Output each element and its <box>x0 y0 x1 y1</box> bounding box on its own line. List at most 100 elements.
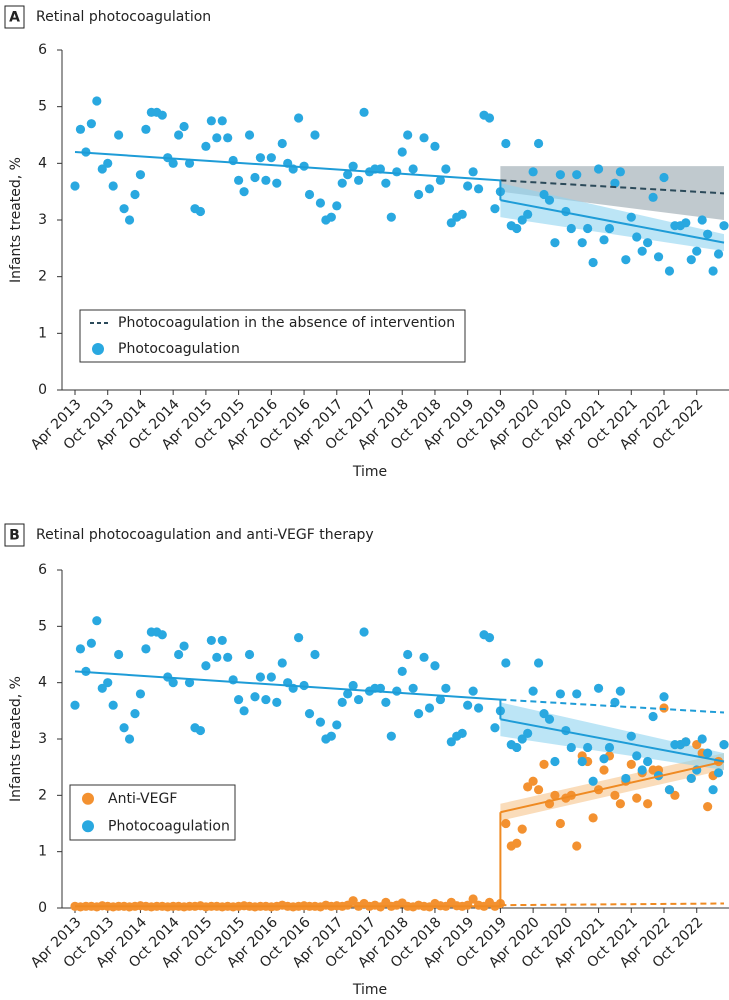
data-point <box>659 703 669 713</box>
data-point <box>157 110 167 120</box>
data-point <box>337 697 347 707</box>
data-point <box>217 116 227 126</box>
data-point <box>430 661 440 671</box>
data-point <box>664 785 675 795</box>
data-point <box>250 692 260 702</box>
panel-label: B <box>9 528 20 544</box>
data-point <box>659 692 669 702</box>
data-point <box>92 616 102 626</box>
data-point <box>550 756 560 767</box>
data-point <box>157 630 167 640</box>
confidence-band <box>500 183 724 252</box>
data-point <box>239 706 249 716</box>
data-point <box>70 700 80 710</box>
data-point <box>348 680 358 691</box>
data-point <box>588 776 598 786</box>
data-point <box>114 130 124 140</box>
data-point <box>588 813 598 823</box>
data-point <box>626 759 636 769</box>
trend-line <box>500 760 725 814</box>
data-point <box>533 785 544 795</box>
data-point <box>463 700 473 710</box>
data-point <box>332 720 342 730</box>
legend-label: Photocoagulation <box>108 818 230 834</box>
y-tick-label: 3 <box>38 212 47 228</box>
data-point <box>555 818 565 829</box>
y-tick-label: 6 <box>38 42 47 58</box>
y-tick-label: 3 <box>38 731 47 747</box>
data-point <box>353 694 364 705</box>
panel-label-box <box>4 523 25 547</box>
data-point <box>261 694 271 705</box>
data-point <box>566 223 576 234</box>
data-point <box>397 666 407 677</box>
data-point <box>632 232 642 242</box>
legend-box <box>69 784 236 841</box>
data-point <box>403 649 413 660</box>
data-point <box>277 138 287 149</box>
x-axis-label: Time <box>352 464 387 480</box>
data-point <box>397 147 407 157</box>
data-point <box>555 170 565 180</box>
data-point <box>272 697 282 707</box>
y-tick-label: 2 <box>38 787 47 803</box>
data-point <box>239 187 249 197</box>
data-point <box>103 158 113 168</box>
data-point <box>648 711 658 722</box>
data-point <box>108 700 118 710</box>
legend-swatch <box>82 792 94 805</box>
panel-label-box <box>4 5 25 29</box>
data-point <box>141 124 151 134</box>
data-point <box>599 754 609 764</box>
data-point <box>124 215 135 225</box>
panel-label: A <box>9 10 20 26</box>
data-point <box>381 178 391 188</box>
data-point <box>343 689 353 699</box>
points <box>70 96 729 276</box>
data-point <box>615 799 625 809</box>
data-point <box>512 742 522 753</box>
data-point <box>626 212 636 222</box>
data-point <box>304 189 315 200</box>
data-point <box>326 212 336 222</box>
data-point <box>490 723 500 733</box>
data-point <box>86 638 96 648</box>
data-point <box>435 175 446 185</box>
data-point <box>528 686 538 696</box>
data-point <box>490 204 500 214</box>
data-point <box>135 689 146 699</box>
data-point <box>643 799 653 809</box>
data-point <box>621 773 631 784</box>
counterfactual-line <box>500 179 725 195</box>
data-point <box>457 728 467 738</box>
data-point <box>212 133 222 143</box>
data-point <box>583 742 593 753</box>
data-point <box>310 649 320 660</box>
data-point <box>517 824 527 834</box>
data-point <box>610 178 620 188</box>
data-point <box>593 683 604 693</box>
data-point <box>697 734 707 744</box>
data-point <box>544 714 555 724</box>
y-tick-label: 1 <box>38 325 47 341</box>
data-point <box>686 773 696 784</box>
y-tick-label: 2 <box>38 269 47 285</box>
data-point <box>643 756 653 767</box>
legend-box <box>79 309 466 363</box>
data-point <box>413 709 424 719</box>
data-point <box>266 672 276 682</box>
data-point <box>424 184 435 194</box>
data-point <box>539 759 549 769</box>
legend-label: Anti-VEGF <box>108 791 177 807</box>
data-point <box>201 141 211 151</box>
data-point <box>463 181 473 191</box>
lines <box>74 151 725 244</box>
chart-title: Retinal photocoagulation and anti-VEGF t… <box>36 527 374 543</box>
data-point <box>523 209 533 219</box>
legend-label: Photocoagulation in the absence of inter… <box>118 315 455 331</box>
data-point <box>637 246 647 256</box>
data-point <box>294 113 304 123</box>
data-point <box>92 96 102 106</box>
